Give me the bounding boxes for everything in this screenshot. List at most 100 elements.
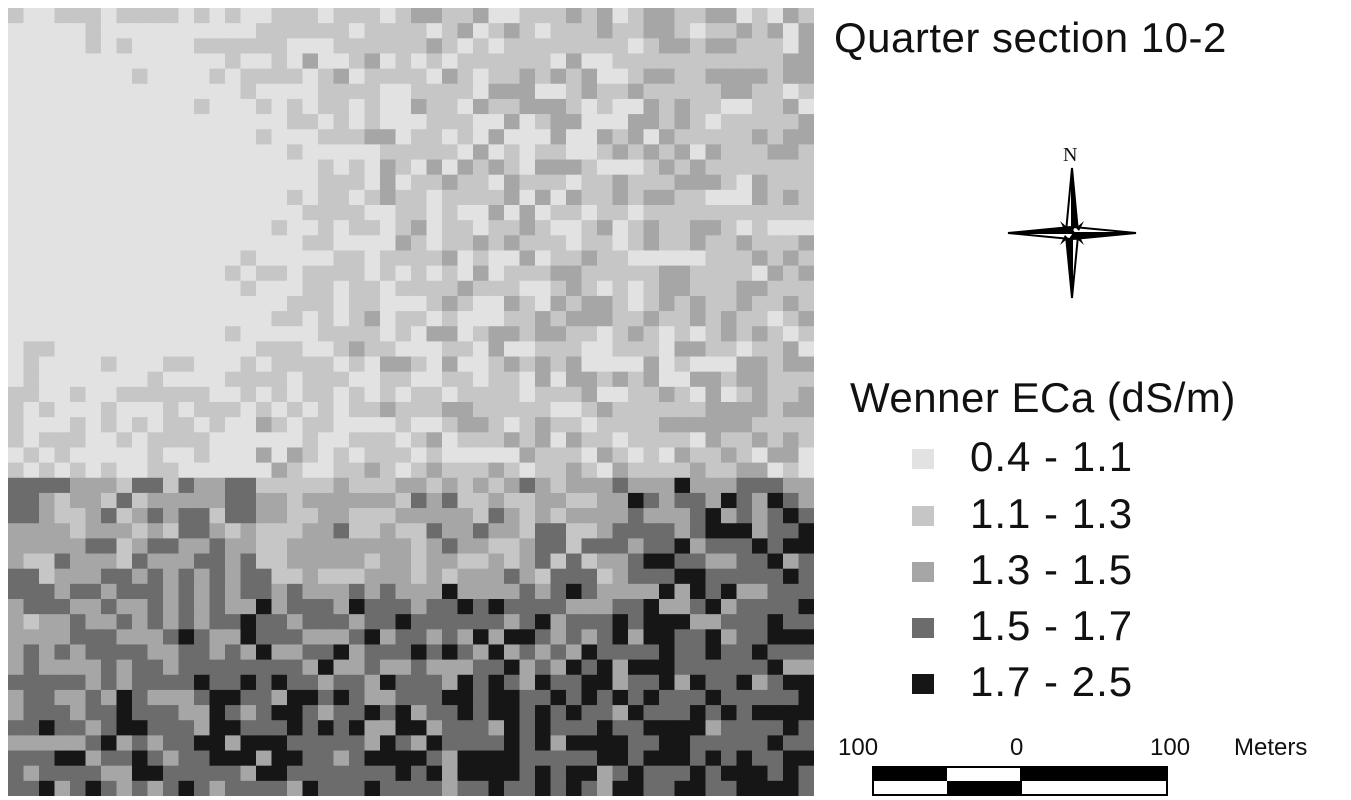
map-cell (426, 83, 443, 100)
map-cell (39, 23, 56, 39)
map-cell (132, 568, 149, 585)
map-cell (519, 265, 536, 282)
map-cell (333, 23, 350, 39)
map-cell (643, 341, 660, 358)
map-cell (163, 280, 180, 297)
map-cell (54, 614, 71, 630)
map-cell (54, 538, 71, 555)
map-cell (101, 53, 118, 70)
map-cell (767, 720, 784, 736)
map-cell (209, 295, 226, 312)
map-cell (736, 38, 753, 55)
map-cell (566, 462, 583, 479)
map-cell (581, 280, 598, 297)
map-cell (612, 629, 629, 646)
map-cell (566, 780, 583, 796)
map-cell (271, 205, 288, 221)
map-cell (287, 705, 304, 721)
map-cell (504, 38, 521, 55)
map-cell (690, 674, 707, 691)
map-cell (380, 462, 397, 479)
map-cell (85, 144, 102, 161)
map-cell (163, 386, 180, 403)
map-cell (23, 402, 40, 418)
map-cell (457, 659, 474, 676)
map-cell (318, 114, 335, 130)
map-cell (54, 705, 71, 721)
map-cell (302, 477, 319, 494)
map-cell (597, 735, 614, 752)
map-cell (612, 53, 629, 70)
map-cell (519, 614, 536, 630)
map-cell (783, 174, 800, 191)
map-cell (147, 402, 164, 418)
map-cell (442, 250, 459, 267)
map-cell (628, 583, 645, 600)
map-cell (597, 583, 614, 600)
map-cell (643, 326, 660, 342)
map-cell (8, 629, 25, 646)
map-cell (488, 38, 505, 55)
map-cell (302, 189, 319, 206)
map-cell (349, 765, 366, 782)
map-cell (612, 386, 629, 403)
map-cell (240, 417, 257, 433)
map-cell (318, 23, 335, 39)
map-cell (101, 371, 118, 388)
map-cell (256, 205, 273, 221)
map-cell (426, 432, 443, 449)
map-cell (395, 568, 412, 585)
map-cell (411, 371, 428, 388)
map-cell (178, 629, 195, 646)
map-cell (690, 189, 707, 206)
map-cell (395, 523, 412, 539)
map-cell (225, 265, 242, 282)
map-cell (256, 750, 273, 767)
map-cell (23, 235, 40, 252)
map-cell (116, 386, 133, 403)
map-cell (535, 174, 552, 191)
map-cell (752, 83, 769, 100)
map-cell (767, 447, 784, 464)
map-cell (736, 83, 753, 100)
map-cell (395, 750, 412, 767)
map-cell (783, 265, 800, 282)
map-cell (318, 568, 335, 585)
map-cell (659, 220, 676, 236)
map-cell (302, 765, 319, 782)
map-cell (395, 341, 412, 358)
map-cell (147, 114, 164, 130)
map-cell (364, 508, 381, 524)
map-cell (101, 402, 118, 418)
map-cell (736, 386, 753, 403)
map-cell (674, 326, 691, 342)
map-cell (178, 765, 195, 782)
map-cell (721, 38, 738, 55)
map-cell (271, 189, 288, 206)
map-cell (550, 402, 567, 418)
map-cell (333, 129, 350, 145)
map-cell (798, 250, 814, 267)
map-cell (488, 629, 505, 646)
map-cell (488, 174, 505, 191)
map-cell (333, 432, 350, 449)
map-cell (70, 553, 87, 570)
map-cell (178, 492, 195, 509)
map-cell (163, 83, 180, 100)
map-cell (473, 402, 490, 418)
map-cell (767, 8, 784, 24)
map-cell (194, 735, 211, 752)
map-cell (70, 114, 87, 130)
map-cell (395, 492, 412, 509)
map-cell (256, 508, 273, 524)
map-cell (566, 326, 583, 342)
map-cell (798, 159, 814, 176)
map-cell (550, 720, 567, 736)
map-cell (457, 629, 474, 646)
map-cell (736, 705, 753, 721)
map-cell (54, 477, 71, 494)
map-cell (23, 689, 40, 706)
map-cell (535, 205, 552, 221)
map-cell (411, 568, 428, 585)
map-cell (457, 523, 474, 539)
